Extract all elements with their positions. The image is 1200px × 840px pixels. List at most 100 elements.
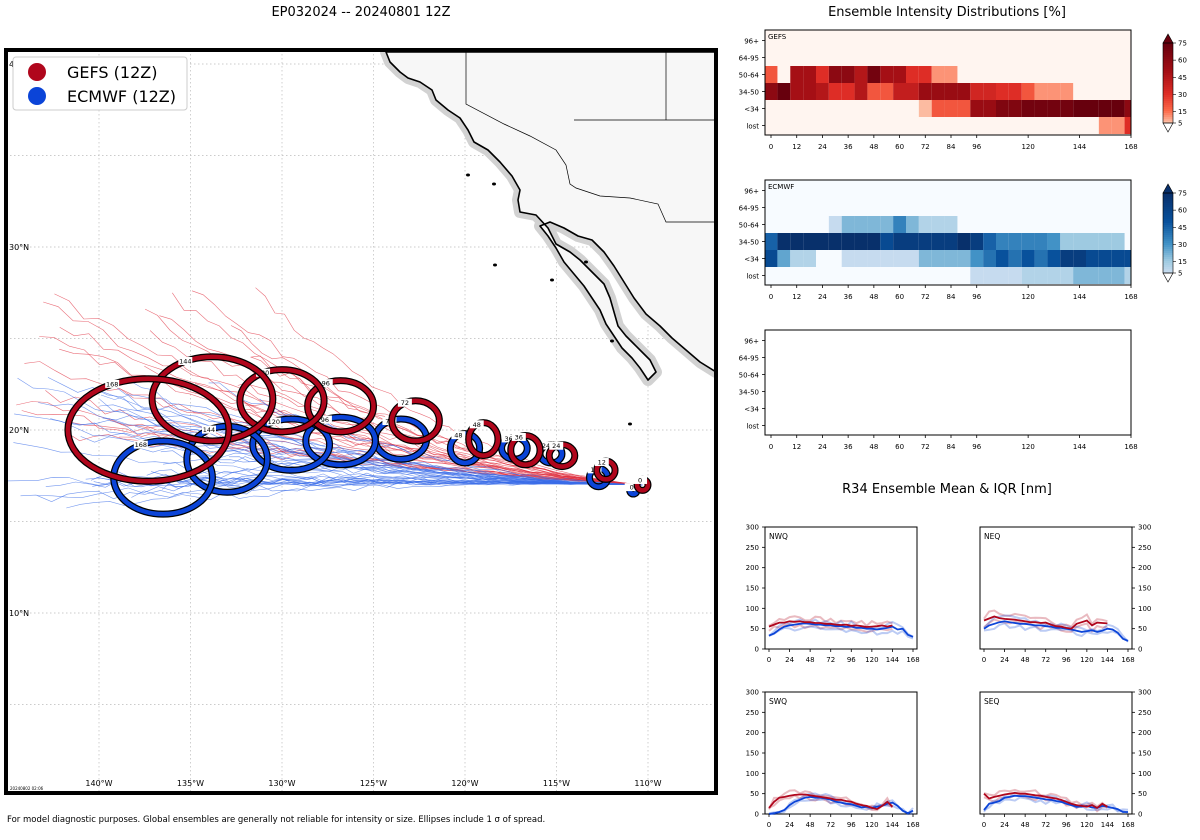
colorbar-segment [1163, 195, 1173, 198]
lon-label: 120°W [451, 779, 478, 788]
heatmap-panel-2: ECMWF 96+ 64-95 50-64 34-50 <34 lost 0 12 24 36 48 6… [739, 179, 1138, 301]
r34-iqr-line [768, 625, 914, 640]
heatmap-cell [970, 250, 984, 267]
legend-marker [28, 87, 46, 105]
heatmap-cell [1047, 233, 1061, 250]
heatmap-ylabel: 34-50 [739, 389, 759, 397]
colorbar-segment [1163, 213, 1173, 216]
heatmap-xlabel: 72 [921, 443, 930, 451]
colorbar-segment [1163, 107, 1173, 110]
colorbar-segment [1163, 207, 1173, 210]
heatmap-cell [765, 233, 778, 250]
ellipse-label: 24 [542, 442, 550, 450]
r34-iqr-line [768, 789, 894, 810]
colorbar-segment [1163, 49, 1173, 52]
ellipse-label-bg [633, 475, 648, 484]
colorbar-segment [1163, 251, 1173, 254]
ensemble-track [208, 382, 643, 486]
heatmap-ylabel: <34 [744, 256, 759, 264]
colorbar-segment [1163, 67, 1173, 70]
ellipse-label: 12 [598, 459, 606, 467]
heatmap-xlabel: 0 [769, 143, 773, 151]
ellipse-label: 168 [106, 380, 118, 388]
r34-ylabel: 300 [746, 524, 759, 532]
r34-ylabel: 100 [1138, 770, 1151, 778]
legend-marker [28, 63, 46, 81]
heatmap-cell [1073, 233, 1086, 250]
heatmap-cell [765, 250, 778, 267]
colorbar-segment [1163, 215, 1173, 218]
ensemble-track [24, 361, 643, 486]
colorbar-segment [1163, 89, 1173, 92]
colorbar-blues: 5 15 30 45 60 75 [1162, 183, 1187, 283]
heatmap-cell [931, 233, 945, 250]
colorbar-segment [1163, 47, 1173, 50]
r34-xlabel: 0 [767, 656, 771, 664]
island [584, 260, 588, 264]
heatmap-cell [777, 233, 791, 250]
ellipse-ring [250, 416, 332, 473]
colorbar-label: 60 [1178, 57, 1187, 65]
r34-ylabel: 200 [746, 729, 759, 737]
heatmap-xlabel: 36 [844, 443, 853, 451]
ellipse-label: 72 [401, 399, 409, 407]
heatmap-cell [931, 216, 945, 233]
heatmap-cell [816, 66, 829, 83]
heatmap-cell [918, 250, 932, 267]
heatmap-cell [880, 66, 894, 83]
r34-xlabel: 24 [785, 821, 794, 829]
intensity-title: Ensemble Intensity Distributions [%] [828, 5, 1066, 20]
r34-xlabel: 120 [865, 656, 878, 664]
r34-panel-label: SEQ [984, 697, 999, 706]
colorbar-segment [1163, 73, 1173, 76]
colorbar-segment [1163, 93, 1173, 96]
ellipse-ring [149, 354, 276, 444]
heatmap-cell [906, 216, 919, 233]
heatmap-cell [765, 66, 778, 83]
island [550, 278, 554, 282]
ensemble-track [47, 377, 643, 486]
r34-iqr-line [983, 788, 1109, 809]
r34-xlabel: 144 [1101, 821, 1115, 829]
heatmap-xlabel: 48 [869, 443, 878, 451]
heatmap-cell [996, 250, 1009, 267]
heatmap-cell [970, 233, 984, 250]
heatmap-xlabel: 120 [1021, 443, 1034, 451]
r34-xlabel: 96 [847, 821, 856, 829]
colorbar-segment [1163, 205, 1173, 208]
colorbar-segment [1163, 261, 1173, 264]
heatmap-cell [803, 83, 816, 100]
r34-xlabel: 0 [982, 821, 986, 829]
heatmap-cell [803, 66, 816, 83]
colorbar-label: 60 [1178, 207, 1187, 215]
map-plot: 0122436487296120144168012243648729612014… [6, 50, 716, 793]
colorbar-segment [1163, 201, 1173, 204]
heatmap-ylabel: <34 [744, 406, 759, 414]
ellipse-label-bg [594, 458, 609, 467]
heatmap-cell [790, 233, 804, 250]
ellipse-label: 96 [322, 380, 330, 388]
colorbar-segment [1163, 77, 1173, 80]
heatmap-xlabel: 60 [895, 443, 904, 451]
heatmap-cell [765, 83, 778, 100]
colorbar-segment [1163, 241, 1173, 244]
heatmap-cell [983, 250, 996, 267]
r34-mean-line [768, 622, 914, 638]
heatmap-cell [893, 66, 906, 83]
heatmap-xlabel: 72 [921, 143, 930, 151]
heatmap-xlabel: 72 [921, 293, 930, 301]
r34-panel-neq: NEQ 0 24 48 72 96 120 144 168 0 50 100 150 200 250 300 [979, 524, 1151, 664]
r34-ylabel: 150 [746, 585, 759, 593]
heatmap-cell [970, 83, 984, 100]
colorbar-label: 30 [1178, 241, 1187, 249]
heatmap-cell [1021, 100, 1035, 117]
colorbar-segment [1163, 99, 1173, 102]
colorbar-segment [1163, 79, 1173, 82]
heatmap-cell [854, 233, 868, 250]
heatmap-cell [1047, 267, 1061, 284]
r34-ylabel: 250 [746, 544, 759, 552]
ellipse-label-bg [469, 420, 484, 429]
r34-xlabel: 72 [1041, 821, 1050, 829]
colorbar-segment [1163, 263, 1173, 266]
heatmap-xlabel: 84 [947, 143, 956, 151]
